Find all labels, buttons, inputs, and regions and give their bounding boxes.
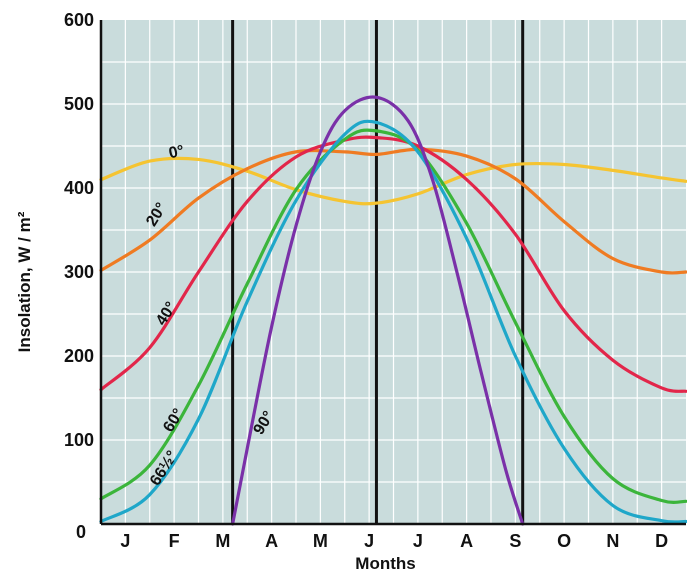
- series-line-4: [99, 119, 687, 524]
- y-tick-label: 400: [64, 178, 94, 198]
- x-tick-label: J: [120, 531, 130, 551]
- x-tick-label: S: [509, 531, 521, 551]
- x-tick-label: O: [557, 531, 571, 551]
- y-tick-label: 600: [64, 10, 94, 30]
- series-line-5: [231, 95, 525, 526]
- axes: [99, 20, 686, 526]
- x-tick-label: F: [169, 531, 180, 551]
- x-tick-label: M: [215, 531, 230, 551]
- y-tick-label: 500: [64, 94, 94, 114]
- y-tick-label: 200: [64, 346, 94, 366]
- x-tick-label: A: [265, 531, 278, 551]
- y-tick-label: 300: [64, 262, 94, 282]
- y-tick-label: 100: [64, 430, 94, 450]
- y-tick-label: 0: [76, 522, 86, 542]
- season-lines: [231, 20, 525, 524]
- y-axis-label: Insolation, W / m²: [15, 211, 34, 352]
- x-axis-label: Months: [355, 554, 415, 573]
- x-tick-label: D: [655, 531, 668, 551]
- x-tick-label: A: [460, 531, 473, 551]
- series-line-0: [99, 156, 687, 206]
- series-line-2: [99, 135, 687, 393]
- series-label-0: 0°: [167, 143, 186, 163]
- series-line-3: [99, 128, 687, 504]
- series-line-1: [99, 147, 687, 275]
- grid-lines: [101, 20, 686, 524]
- tick-labels: 0 100 200 300 400 500 600 J F M A M J J A S O N D: [64, 10, 668, 551]
- x-tick-label: N: [606, 531, 619, 551]
- x-tick-label: J: [413, 531, 423, 551]
- x-tick-label: M: [313, 531, 328, 551]
- x-tick-label: J: [364, 531, 374, 551]
- series-lines: [99, 95, 687, 526]
